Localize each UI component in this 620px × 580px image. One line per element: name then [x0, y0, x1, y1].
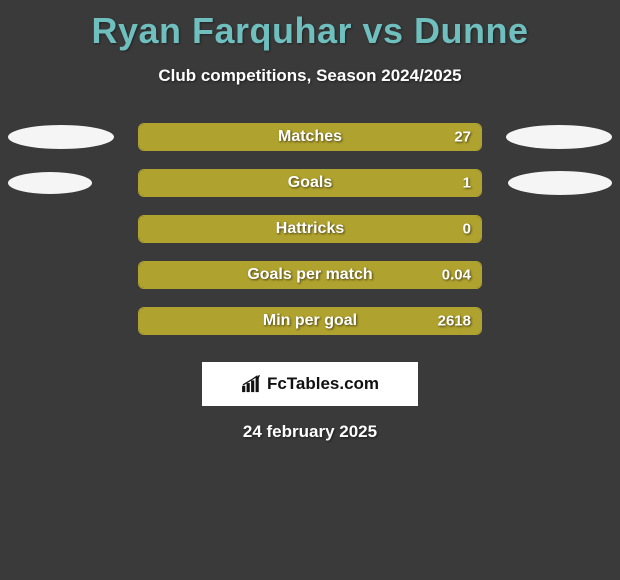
stat-bar: Min per goal 2618	[138, 307, 482, 335]
stat-label: Goals per match	[247, 266, 372, 284]
date-text: 24 february 2025	[0, 422, 620, 442]
stat-bar: Hattricks 0	[138, 215, 482, 243]
subtitle: Club competitions, Season 2024/2025	[0, 66, 620, 86]
left-ellipse	[8, 172, 92, 194]
stat-value: 1	[463, 175, 471, 192]
stat-value: 27	[454, 129, 471, 146]
stat-row: Hattricks 0	[0, 206, 620, 252]
logo-text: FcTables.com	[267, 374, 379, 394]
stat-bar: Matches 27	[138, 123, 482, 151]
stat-label: Goals	[288, 174, 332, 192]
stat-row: Goals per match 0.04	[0, 252, 620, 298]
right-ellipse	[508, 171, 612, 195]
stat-label: Min per goal	[263, 312, 357, 330]
stat-row: Matches 27	[0, 114, 620, 160]
stat-value: 0	[463, 221, 471, 238]
stat-value: 2618	[438, 313, 471, 330]
chart-logo-icon	[241, 375, 263, 393]
right-ellipse	[506, 125, 612, 149]
left-ellipse	[8, 125, 114, 149]
stat-bar: Goals per match 0.04	[138, 261, 482, 289]
stat-value: 0.04	[442, 267, 471, 284]
stat-bar: Goals 1	[138, 169, 482, 197]
stat-label: Hattricks	[276, 220, 344, 238]
stat-row: Goals 1	[0, 160, 620, 206]
page-title: Ryan Farquhar vs Dunne	[0, 0, 620, 52]
stat-row: Min per goal 2618	[0, 298, 620, 344]
stat-label: Matches	[278, 128, 342, 146]
logo-box: FcTables.com	[202, 362, 418, 406]
comparison-chart: Matches 27 Goals 1 Hattricks 0 Goals per match…	[0, 114, 620, 344]
